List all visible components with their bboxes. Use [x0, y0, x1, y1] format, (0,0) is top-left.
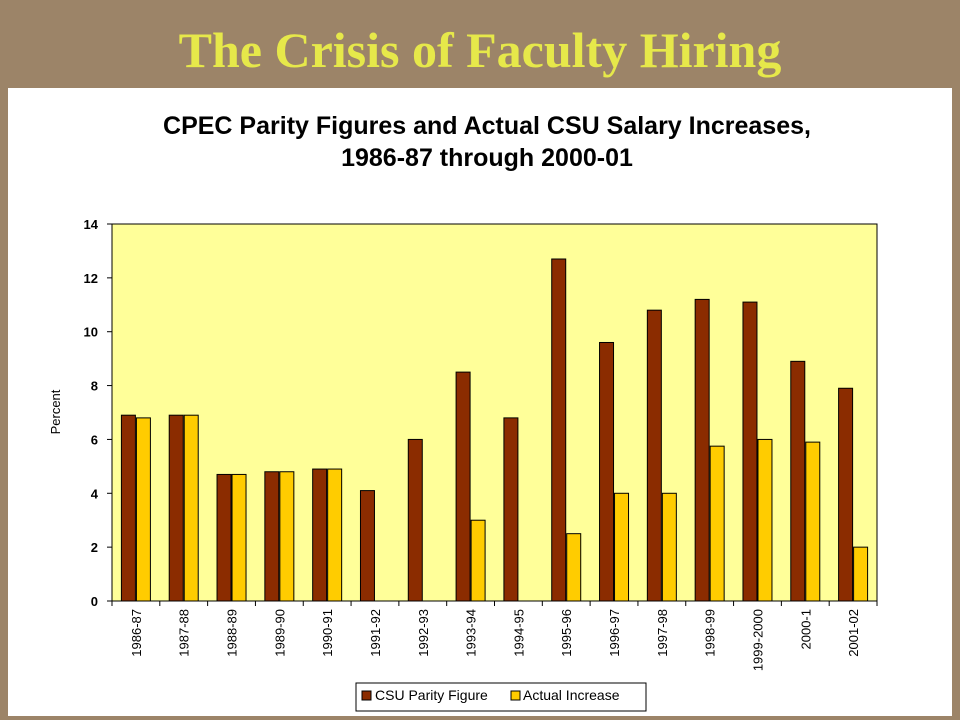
legend-swatch-parity	[361, 690, 372, 701]
legend: CSU Parity Figure Actual Increase	[355, 682, 647, 712]
x-tick-label: 1986-87	[129, 609, 144, 657]
bar-parity	[838, 387, 854, 602]
x-tick-label: 1993-94	[464, 609, 479, 657]
bar-parity	[168, 414, 184, 602]
bar-actual	[279, 471, 295, 602]
slide-title: The Crisis of Faculty Hiring	[178, 22, 782, 78]
bar-parity	[264, 471, 280, 602]
bar-actual	[757, 438, 773, 602]
x-tick-label: 1997-98	[655, 609, 670, 657]
y-axis-label: Percent	[48, 389, 63, 434]
bar-actual	[661, 492, 677, 602]
bar-parity	[455, 371, 471, 602]
x-tick-label: 1992-93	[416, 609, 431, 657]
legend-box	[355, 682, 647, 712]
y-tick-label: 12	[84, 271, 98, 286]
chart-title-line-1: CPEC Parity Figures and Actual CSU Salar…	[163, 112, 811, 140]
y-tick-label: 14	[84, 217, 99, 232]
x-tick-label: 2000-1	[798, 609, 813, 649]
bar-actual	[853, 546, 869, 602]
bar-parity	[312, 468, 328, 602]
x-tick-label: 2001-02	[846, 609, 861, 657]
legend-label-actual: Actual Increase	[523, 687, 620, 703]
bar-parity	[551, 258, 567, 602]
bar-actual	[805, 441, 821, 602]
y-tick-label: 10	[84, 325, 98, 340]
bar-parity	[407, 438, 423, 602]
bar-parity	[503, 417, 519, 602]
x-tick-label: 1989-90	[272, 609, 287, 657]
x-tick-label: 1999-2000	[750, 609, 765, 671]
y-tick-label: 2	[91, 540, 98, 555]
x-tick-label: 1995-96	[559, 609, 574, 657]
legend-label-parity: CSU Parity Figure	[375, 687, 488, 703]
legend-swatch-actual	[510, 690, 521, 701]
bar-actual	[566, 533, 582, 602]
bar-parity	[742, 301, 758, 602]
bar-actual	[470, 519, 486, 602]
bar-parity	[120, 414, 136, 602]
chart-title-line-2: 1986-87 through 2000-01	[341, 144, 633, 172]
y-tick-label: 4	[91, 486, 99, 501]
bar-actual	[183, 414, 199, 602]
x-tick-label: 1987-88	[177, 609, 192, 657]
x-tick-label: 1996-97	[607, 609, 622, 657]
x-tick-label: 1988-89	[225, 609, 240, 657]
bar-parity	[599, 341, 615, 602]
bar-actual	[327, 468, 343, 602]
bar-actual	[135, 417, 151, 602]
y-tick-label: 8	[91, 379, 98, 394]
bar-parity	[216, 473, 232, 602]
y-tick-label: 0	[91, 594, 98, 609]
bar-parity	[694, 298, 710, 602]
bar-actual	[614, 492, 630, 602]
y-tick-label: 6	[91, 432, 98, 447]
bar-parity	[790, 360, 806, 602]
bar-parity	[646, 309, 662, 602]
bar-parity	[359, 490, 375, 602]
x-tick-label: 1998-99	[703, 609, 718, 657]
x-tick-label: 1990-91	[320, 609, 335, 657]
bar-actual	[231, 473, 247, 602]
x-tick-label: 1994-95	[511, 609, 526, 657]
x-tick-label: 1991-92	[368, 609, 383, 657]
bar-actual	[709, 445, 725, 602]
